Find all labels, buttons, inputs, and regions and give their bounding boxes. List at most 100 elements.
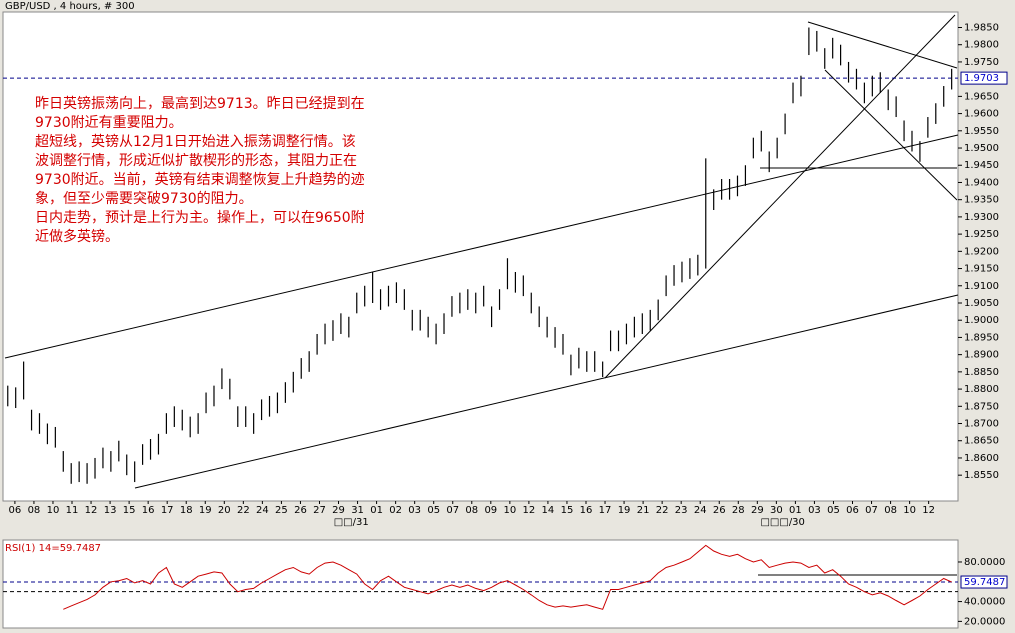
x-tick-label: 20: [218, 505, 231, 516]
x-tick-label: 31: [351, 505, 364, 516]
chart-title: GBP/USD , 4 hours, # 300: [5, 1, 135, 12]
y-tick-label: 1.9450: [964, 160, 999, 171]
y-tick-label: 1.8700: [964, 419, 999, 430]
rsi-title: RSI(1) 14=59.7487: [5, 543, 101, 554]
x-tick-label: 23: [675, 505, 688, 516]
x-tick-label: 15: [561, 505, 574, 516]
x-tick-label: 09: [484, 505, 497, 516]
y-tick-label: 1.9300: [964, 212, 999, 223]
y-tick-label: 1.9400: [964, 177, 999, 188]
y-tick-label: 40.0000: [964, 597, 1005, 608]
trendlines: [4, 14, 959, 576]
x-tick-label: 10: [903, 505, 916, 516]
y-tick-label: 1.8900: [964, 350, 999, 361]
y-tick-label: 1.9800: [964, 40, 999, 51]
y-tick-label: 1.9250: [964, 229, 999, 240]
month-label: □□□/30: [760, 517, 804, 528]
x-tick-label: 12: [523, 505, 536, 516]
price-panel: [2, 11, 959, 502]
x-tick-label: 05: [827, 505, 840, 516]
x-tick-label: 24: [256, 505, 269, 516]
rsi-line: [63, 544, 952, 610]
x-tick-label: 08: [884, 505, 897, 516]
y-tick-label: 1.9550: [964, 126, 999, 137]
y-tick-label: 1.8950: [964, 332, 999, 343]
annotation: 9730附近有重要阻力。: [35, 115, 183, 131]
y-tick-label: 1.8650: [964, 436, 999, 447]
x-tick-label: 24: [694, 505, 707, 516]
y-tick-label: 80.0000: [964, 557, 1005, 568]
annotation: 近做多英镑。: [35, 228, 119, 245]
x-tick-label: 01: [789, 505, 802, 516]
x-tick-label: 08: [28, 505, 41, 516]
x-tick-label: 02: [389, 505, 402, 516]
x-tick-label: 11: [66, 505, 79, 516]
annotation: 象，但至少需要突破9730的阻力。: [35, 191, 253, 207]
x-tick-label: 08: [465, 505, 478, 516]
x-tick-label: 17: [599, 505, 612, 516]
x-tick-label: 14: [542, 505, 555, 516]
x-tick-label: 18: [180, 505, 193, 516]
x-tick-label: 17: [161, 505, 174, 516]
x-tick-label: 29: [332, 505, 345, 516]
x-tick-label: 06: [846, 505, 859, 516]
y-tick-label: 1.9050: [964, 298, 999, 309]
x-tick-label: 15: [123, 505, 136, 516]
x-tick-label: 16: [580, 505, 593, 516]
trendline: [4, 134, 959, 359]
x-tick-label: 26: [294, 505, 307, 516]
annotation: 昨日英镑振荡向上，最高到达9713。昨日已经提到在: [35, 95, 365, 112]
y-tick-label: 1.9350: [964, 195, 999, 206]
y-tick-label: 1.8550: [964, 470, 999, 481]
y-tick-label: 1.9600: [964, 109, 999, 120]
x-tick-label: 27: [313, 505, 326, 516]
y-tick-label: 1.8850: [964, 367, 999, 378]
x-tick-label: 12: [85, 505, 98, 516]
x-tick-label: 19: [199, 505, 212, 516]
x-tick-label: 13: [104, 505, 117, 516]
x-tick-label: 19: [618, 505, 631, 516]
month-label: □□/31: [334, 517, 369, 528]
x-tick-label: 03: [408, 505, 421, 516]
annotation: 日内走势，预计是上行为主。操作上，可以在9650附: [35, 210, 365, 226]
annotation: 9730附近。当前，英镑有结束调整恢复上升趋势的迹: [35, 171, 365, 188]
y-tick-label: 1.9000: [964, 315, 999, 326]
x-tick-label: 10: [47, 505, 60, 516]
x-tick-label: 07: [446, 505, 459, 516]
x-tick-label: 29: [751, 505, 764, 516]
y-tick-label: 1.8600: [964, 453, 999, 464]
last-value-label: 1.9703: [964, 73, 999, 84]
x-tick-label: 16: [142, 505, 155, 516]
y-tick-label: 1.8750: [964, 401, 999, 412]
y-tick-label: 20.0000: [964, 616, 1005, 627]
x-tick-label: 01: [370, 505, 383, 516]
rsi-panel: [2, 539, 959, 629]
x-tick-label: 10: [503, 505, 516, 516]
x-tick-label: 12: [922, 505, 935, 516]
x-tick-label: 05: [427, 505, 440, 516]
x-tick-label: 25: [275, 505, 288, 516]
trendline: [824, 69, 958, 201]
y-tick-label: 1.9850: [964, 22, 999, 33]
x-tick-label: 28: [732, 505, 745, 516]
annotation: 波调整行情，形成近似扩散楔形的形态，其阻力正在: [35, 153, 357, 169]
y-tick-label: 1.9750: [964, 57, 999, 68]
trendline: [807, 21, 958, 69]
trendline: [134, 294, 959, 489]
last-value-box: [960, 575, 1008, 589]
y-tick-label: 1.9200: [964, 246, 999, 257]
x-tick-label: 06: [9, 505, 22, 516]
x-tick-label: 07: [865, 505, 878, 516]
x-tick-label: 22: [656, 505, 669, 516]
y-tick-label: 1.9150: [964, 264, 999, 275]
x-tick-label: 03: [808, 505, 821, 516]
y-tick-label: 1.9100: [964, 281, 999, 292]
x-tick-label: 30: [770, 505, 783, 516]
last-value-label: 59.7487: [964, 577, 1005, 588]
annotation: 超短线，英镑从12月1日开始进入振荡调整行情。该: [35, 133, 356, 150]
y-tick-label: 1.9650: [964, 91, 999, 102]
x-tick-label: 22: [237, 505, 250, 516]
trendline: [604, 14, 956, 379]
y-tick-label: 1.9500: [964, 143, 999, 154]
